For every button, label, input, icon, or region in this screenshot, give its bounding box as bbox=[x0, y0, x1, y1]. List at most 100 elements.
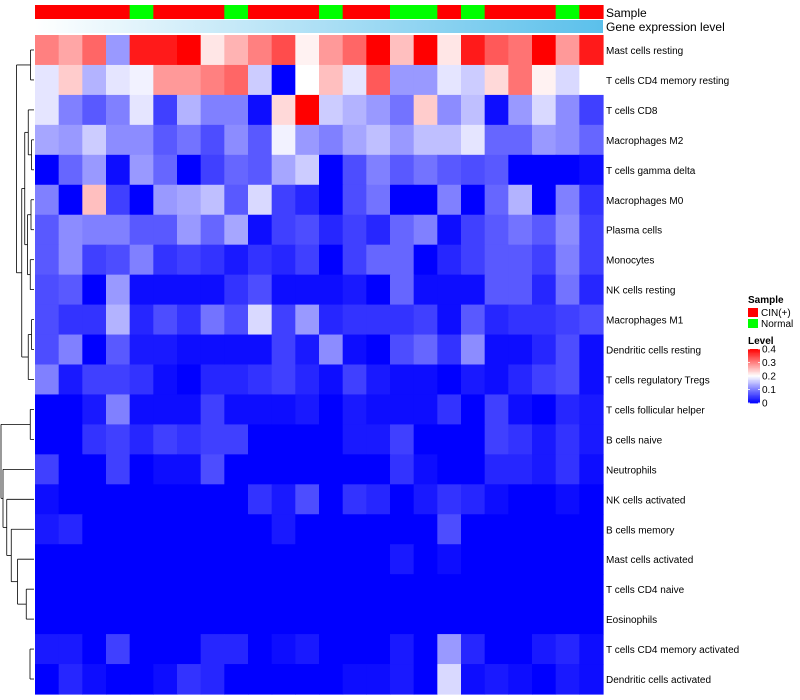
heatmap-cell bbox=[58, 454, 83, 485]
heatmap-cell bbox=[555, 454, 580, 485]
heatmap-cell bbox=[106, 184, 131, 216]
heatmap-cell bbox=[555, 424, 580, 455]
heatmap-cell bbox=[555, 184, 580, 216]
row-label: T cells CD4 naive bbox=[606, 585, 685, 596]
heatmap-cell bbox=[295, 604, 320, 635]
heatmap-cell bbox=[555, 394, 580, 425]
heatmap-cell bbox=[177, 94, 202, 126]
heatmap-cell bbox=[35, 574, 60, 605]
heatmap-cell bbox=[58, 394, 83, 425]
heatmap-cell bbox=[579, 184, 604, 216]
heatmap-cell bbox=[366, 394, 391, 425]
heatmap-cell bbox=[437, 214, 462, 246]
heatmap-cell bbox=[153, 424, 178, 455]
heatmap-cell bbox=[342, 304, 367, 336]
heatmap-cell bbox=[319, 124, 344, 156]
row-label: T cells CD8 bbox=[606, 106, 658, 117]
heatmap-cell bbox=[579, 514, 604, 545]
heatmap-cell bbox=[35, 664, 60, 695]
heatmap-cell bbox=[248, 244, 273, 276]
sample-annotation-cell bbox=[484, 5, 509, 19]
sample-annotation-cell bbox=[366, 5, 391, 19]
heatmap-cell bbox=[413, 304, 438, 336]
heatmap-cell bbox=[200, 364, 225, 396]
row-label: NK cells activated bbox=[606, 495, 685, 506]
legend-gradient-step bbox=[748, 351, 760, 354]
heatmap-cell bbox=[106, 484, 131, 515]
heatmap-cell bbox=[35, 454, 60, 485]
heatmap-cell bbox=[129, 154, 154, 186]
heatmap-cell bbox=[342, 124, 367, 156]
heatmap-cell bbox=[461, 484, 486, 515]
heatmap-cell bbox=[35, 634, 60, 665]
heatmap-cell bbox=[366, 244, 391, 276]
heatmap-cell bbox=[555, 64, 580, 96]
heatmap-cell bbox=[224, 334, 249, 366]
heatmap-cell bbox=[390, 604, 415, 635]
sample-annotation-cell bbox=[153, 5, 178, 19]
heatmap-cell bbox=[271, 94, 296, 126]
heatmap-cell bbox=[461, 184, 486, 216]
heatmap-cell bbox=[390, 424, 415, 455]
heatmap-cell bbox=[461, 35, 486, 66]
heatmap-cell bbox=[35, 154, 60, 186]
heatmap-cell bbox=[579, 424, 604, 455]
heatmap-cell bbox=[200, 124, 225, 156]
heatmap-cell bbox=[271, 544, 296, 575]
row-label: Dendritic cells resting bbox=[606, 346, 701, 357]
heatmap-cell bbox=[366, 364, 391, 396]
heatmap-cell bbox=[271, 35, 296, 66]
heatmap-cell bbox=[437, 94, 462, 126]
row-label: Neutrophils bbox=[606, 465, 657, 476]
row-label: T cells CD4 memory activated bbox=[606, 645, 739, 656]
heatmap-cell bbox=[437, 154, 462, 186]
heatmap-cell bbox=[177, 124, 202, 156]
heatmap-cell bbox=[508, 604, 533, 635]
heatmap-cell bbox=[532, 244, 557, 276]
heatmap-cell bbox=[366, 64, 391, 96]
heatmap-cell bbox=[248, 214, 273, 246]
heatmap-cell bbox=[390, 304, 415, 336]
heatmap-cell bbox=[153, 664, 178, 695]
heatmap-cell bbox=[484, 304, 509, 336]
heatmap-cell bbox=[106, 64, 131, 96]
heatmap-cell bbox=[461, 544, 486, 575]
heatmap-cell bbox=[366, 94, 391, 126]
sample-annotation-cell bbox=[82, 5, 107, 19]
heatmap-cell bbox=[413, 604, 438, 635]
heatmap-cell bbox=[35, 484, 60, 515]
heatmap-cell bbox=[532, 35, 557, 66]
heatmap-cell bbox=[177, 544, 202, 575]
heatmap-cell bbox=[82, 544, 107, 575]
heatmap-cell bbox=[35, 35, 60, 66]
legend-gradient-step bbox=[748, 377, 760, 380]
heatmap-cell bbox=[579, 214, 604, 246]
heatmap-cell bbox=[461, 454, 486, 485]
heatmap-cell bbox=[319, 454, 344, 485]
heatmap-cell bbox=[437, 394, 462, 425]
heatmap-cell bbox=[555, 214, 580, 246]
heatmap-cell bbox=[295, 424, 320, 455]
heatmap-cell bbox=[35, 364, 60, 396]
heatmap-cell bbox=[248, 35, 273, 66]
heatmap-cell bbox=[579, 544, 604, 575]
legend-gradient-step bbox=[748, 361, 760, 363]
sample-annotation-cell bbox=[532, 5, 557, 19]
heatmap-cell bbox=[484, 634, 509, 665]
heatmap-cell bbox=[129, 184, 154, 216]
heatmap-cell bbox=[532, 304, 557, 336]
heatmap-cell bbox=[129, 64, 154, 96]
heatmap-cell bbox=[484, 184, 509, 216]
heatmap-cell bbox=[177, 484, 202, 515]
heatmap-cell bbox=[200, 214, 225, 246]
heatmap-cell bbox=[366, 454, 391, 485]
heatmap-cell bbox=[153, 454, 178, 485]
heatmap-cell bbox=[248, 154, 273, 186]
heatmap-cell bbox=[484, 154, 509, 186]
heatmap-cell bbox=[437, 634, 462, 665]
heatmap-cell bbox=[129, 334, 154, 366]
legend-level-colorbar: 0.4 0.3 0.2 0.1 0 bbox=[748, 345, 776, 410]
heatmap-cell bbox=[248, 604, 273, 635]
heatmap-cell bbox=[200, 514, 225, 545]
heatmap-cell bbox=[82, 94, 107, 126]
